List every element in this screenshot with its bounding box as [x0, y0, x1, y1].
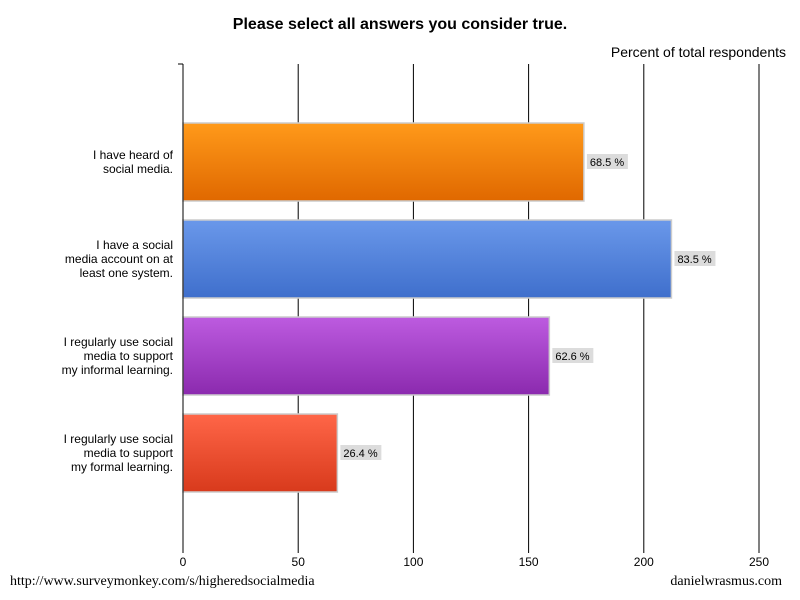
data-label: 62.6 %: [555, 351, 589, 363]
category-label: my formal learning.: [71, 460, 173, 474]
category-label: media to support: [84, 446, 174, 460]
data-label: 26.4 %: [343, 448, 377, 460]
category-label: media to support: [84, 349, 174, 363]
data-label: 68.5 %: [590, 157, 624, 169]
x-tick-label: 0: [180, 555, 187, 569]
source-url: http://www.surveymonkey.com/s/higheredso…: [10, 574, 315, 589]
data-label-bg: [340, 445, 382, 460]
axis-units-label: Percent of total respondents: [610, 44, 786, 60]
x-tick-label: 250: [749, 555, 769, 569]
category-label: media account on at: [65, 252, 174, 266]
bar: [182, 413, 339, 493]
bar: [182, 316, 551, 396]
bar: [182, 122, 585, 202]
category-label: least one system.: [80, 266, 173, 280]
x-tick-label: 150: [519, 555, 539, 569]
category-label: I have a social: [96, 238, 173, 252]
data-label-bg: [674, 251, 716, 266]
category-label: I have heard of: [93, 148, 174, 162]
data-label-bg: [552, 348, 594, 363]
chart-title: Please select all answers you consider t…: [232, 16, 568, 33]
data-label: 83.5 %: [677, 254, 711, 266]
category-label: social media.: [103, 162, 173, 176]
x-tick-label: 200: [634, 555, 654, 569]
category-label: I regularly use social: [64, 335, 173, 349]
x-tick-label: 100: [403, 555, 423, 569]
x-tick-label: 50: [292, 555, 306, 569]
data-label-bg: [586, 154, 628, 169]
credit-text: danielwrasmus.com: [670, 574, 782, 589]
category-label: I regularly use social: [64, 432, 173, 446]
bar: [182, 219, 673, 299]
category-label: my informal learning.: [62, 363, 173, 377]
